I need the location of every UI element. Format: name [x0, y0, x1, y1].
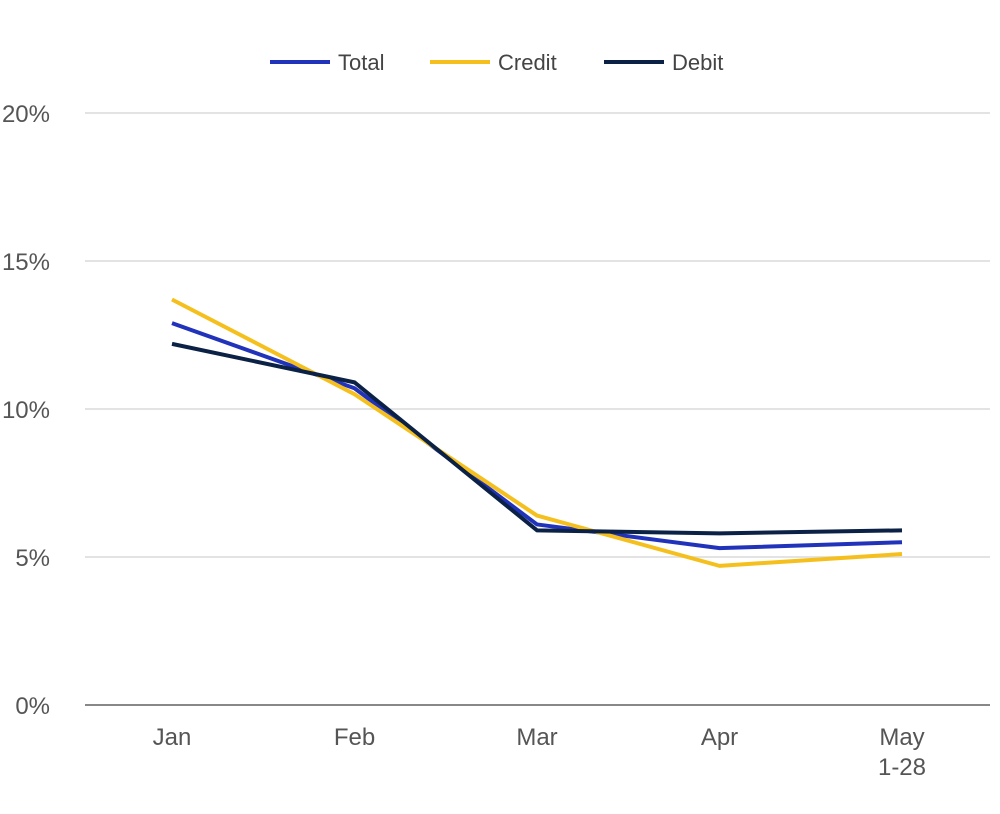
- x-tick-label: Feb: [334, 724, 375, 751]
- gridlines: [85, 112, 990, 558]
- y-tick-label: 10%: [2, 397, 50, 424]
- y-tick-label: 0%: [15, 693, 50, 720]
- legend-label: Credit: [498, 50, 557, 75]
- legend-item-total: Total: [270, 50, 384, 75]
- legend: Total Credit Debit: [270, 50, 723, 75]
- series-lines: [171, 297, 903, 568]
- x-tick-label: May 1-28: [878, 724, 926, 781]
- series-line-debit: [171, 341, 903, 536]
- legend-item-debit: Debit: [604, 50, 723, 75]
- series-line-total: [171, 321, 903, 551]
- y-tick-label: 5%: [15, 545, 50, 572]
- series-line-credit: [171, 297, 903, 568]
- x-tick-label: Mar: [516, 724, 557, 751]
- legend-label: Total: [338, 50, 384, 75]
- legend-label: Debit: [672, 50, 723, 75]
- y-tick-label: 15%: [2, 249, 50, 276]
- y-tick-label: 20%: [2, 101, 50, 128]
- legend-item-credit: Credit: [430, 50, 557, 75]
- axes: 0% 5% 10% 15% 20% Jan Feb Mar Apr May 1-28: [2, 101, 990, 781]
- x-tick-label: Jan: [153, 724, 192, 751]
- x-tick-label: Apr: [701, 724, 738, 751]
